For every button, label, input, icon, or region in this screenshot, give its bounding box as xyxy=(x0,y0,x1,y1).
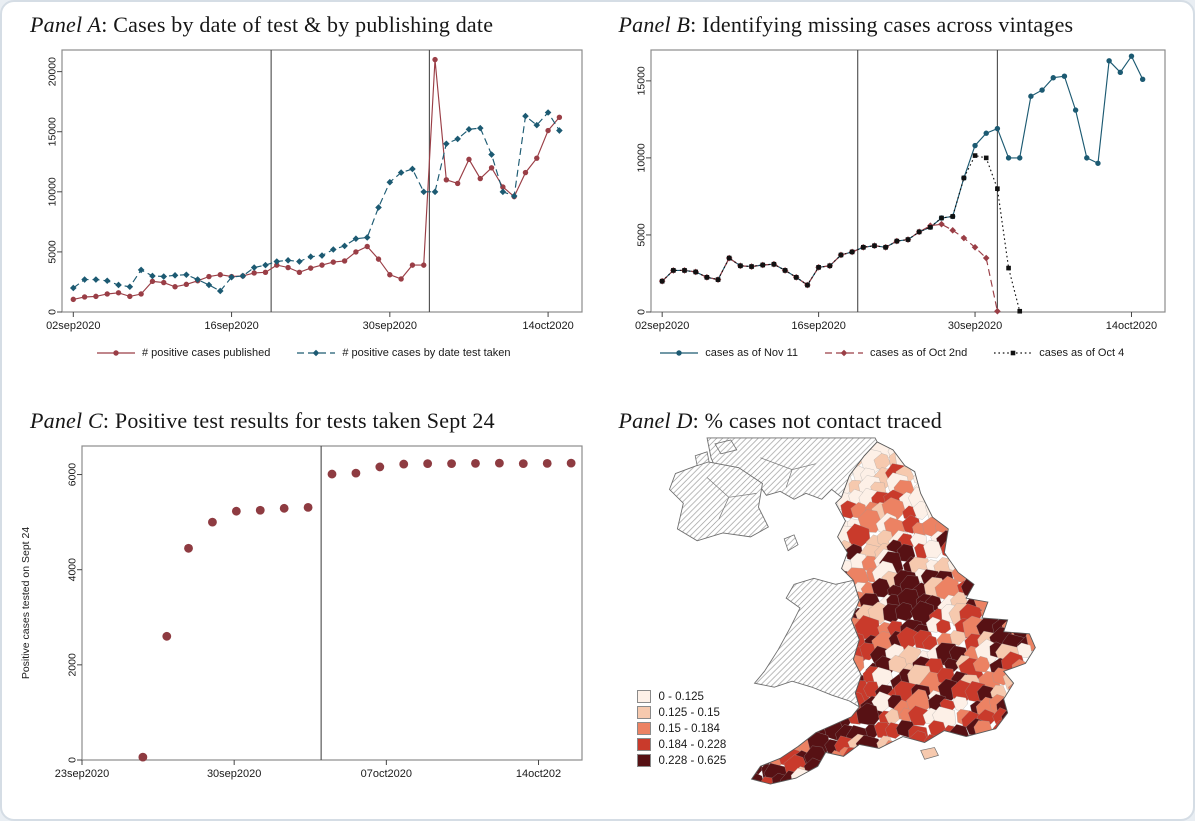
svg-text:10000: 10000 xyxy=(635,143,647,172)
legend-label: cases as of Oct 4 xyxy=(1039,347,1125,359)
map-legend-swatch xyxy=(636,690,651,703)
svg-text:14oct202: 14oct202 xyxy=(516,768,561,780)
legend-item-panel-a-1: # positive cases by date test taken xyxy=(296,347,511,359)
map-legend: 0 - 0.125 0.125 - 0.15 0.15 - 0.184 0.184 -… xyxy=(636,690,727,767)
panel-b-title: Panel B: Identifying missing cases acros… xyxy=(619,12,1184,38)
svg-text:15000: 15000 xyxy=(635,66,647,95)
map-legend-label: 0.125 - 0.15 xyxy=(658,706,720,719)
map-legend-label: 0.184 - 0.228 xyxy=(658,738,727,751)
panel-c-chart-area: 0 2000 4000 6000 23sep2020 30sep2020 07oct2020… xyxy=(16,436,595,793)
legend-key-icon xyxy=(297,349,336,357)
svg-text:4000: 4000 xyxy=(67,558,79,582)
map-legend-label: 0.228 - 0.625 xyxy=(658,754,727,767)
svg-text:30sep2020: 30sep2020 xyxy=(947,320,1001,332)
panel-grid: Panel A: Cases by date of test & by publ… xyxy=(12,6,1183,815)
map-legend-swatch xyxy=(636,706,651,719)
panel-a: Panel A: Cases by date of test & by publ… xyxy=(12,6,595,402)
map-legend-row-3: 0.184 - 0.228 xyxy=(636,738,727,751)
map-legend-row-2: 0.15 - 0.184 xyxy=(636,722,727,735)
legend-label: cases as of Nov 11 xyxy=(705,347,799,359)
panel-d: Panel D: % cases not contact traced 0 - … xyxy=(601,402,1184,808)
panel-c-title-text: : Positive test results for tests taken … xyxy=(102,408,495,433)
svg-text:16sep2020: 16sep2020 xyxy=(791,320,845,332)
panel-c-title: Panel C: Positive test results for tests… xyxy=(30,408,595,434)
panel-b-label: Panel B xyxy=(618,12,691,37)
map-svg xyxy=(668,437,1036,785)
svg-text:15000: 15000 xyxy=(47,117,59,146)
map-legend-row-0: 0 - 0.125 xyxy=(636,690,727,703)
map-legend-row-4: 0.228 - 0.625 xyxy=(636,754,727,767)
svg-text:0: 0 xyxy=(67,757,79,763)
panel-c-svg: 0 2000 4000 6000 23sep2020 30sep2020 07oct2020… xyxy=(20,445,583,780)
svg-text:16sep2020: 16sep2020 xyxy=(204,320,258,332)
panel-a-legend: # positive cases published # positive cas… xyxy=(12,347,595,359)
svg-text:20000: 20000 xyxy=(47,57,59,86)
panel-b-legend: cases as of Nov 11 cases as of Oct 2nd cas… xyxy=(601,347,1184,359)
svg-text:10000: 10000 xyxy=(47,177,59,206)
svg-text:0: 0 xyxy=(635,309,647,315)
panel-d-title: Panel D: % cases not contact traced xyxy=(619,408,1184,434)
svg-text:02sep2020: 02sep2020 xyxy=(46,320,100,332)
svg-text:14oct2020: 14oct2020 xyxy=(522,320,573,332)
panel-d-title-text: : % cases not contact traced xyxy=(692,408,942,433)
legend-key-icon xyxy=(96,350,135,356)
legend-key-icon xyxy=(825,349,864,357)
map-legend-label: 0 - 0.125 xyxy=(658,690,704,703)
legend-label: # positive cases by date test taken xyxy=(342,347,511,359)
panel-a-svg: 0 5000 10000 15000 20000 02sep2020 16sep2020 30… xyxy=(46,49,583,332)
panel-b-title-text: : Identifying missing cases across vinta… xyxy=(690,12,1074,37)
svg-text:02sep2020: 02sep2020 xyxy=(634,320,688,332)
svg-text:2000: 2000 xyxy=(67,653,79,677)
svg-text:0: 0 xyxy=(47,309,59,315)
legend-key-icon xyxy=(660,350,699,356)
england-outline xyxy=(750,441,1036,785)
panel-a-label: Panel A xyxy=(30,12,102,37)
svg-text:5000: 5000 xyxy=(47,240,59,264)
panel-b-chart-area: 0 5000 10000 15000 02sep2020 16sep2020 30sep20… xyxy=(605,40,1184,345)
panel-b: Panel B: Identifying missing cases acros… xyxy=(601,6,1184,402)
panel-a-chart-area: 0 5000 10000 15000 20000 02sep2020 16sep2020 30… xyxy=(16,40,595,345)
svg-text:30sep2020: 30sep2020 xyxy=(207,768,261,780)
svg-text:07oct2020: 07oct2020 xyxy=(361,768,412,780)
panel-d-label: Panel D xyxy=(618,408,693,433)
legend-item-panel-b-2: cases as of Oct 4 xyxy=(993,347,1124,359)
map-legend-row-1: 0.125 - 0.15 xyxy=(636,706,727,719)
legend-item-panel-b-0: cases as of Nov 11 xyxy=(659,347,798,359)
svg-text:5000: 5000 xyxy=(635,223,647,247)
svg-text:14oct2020: 14oct2020 xyxy=(1105,320,1156,332)
map-legend-swatch xyxy=(636,754,651,767)
map-legend-swatch xyxy=(636,738,651,751)
panel-a-title-text: : Cases by date of test & by publishing … xyxy=(101,12,494,37)
panel-c: Panel C: Positive test results for tests… xyxy=(12,402,595,808)
legend-label: # positive cases published xyxy=(141,347,271,359)
legend-label: cases as of Oct 2nd xyxy=(870,347,968,359)
panel-d-map: 0 - 0.125 0.125 - 0.15 0.15 - 0.184 0.184 -… xyxy=(611,436,1184,793)
panel-c-label: Panel C xyxy=(30,408,103,433)
region-northern-ireland-hatched xyxy=(668,461,769,542)
panel-c-ylabel: Positive cases tested on Sept 24 xyxy=(20,527,32,680)
legend-key-icon xyxy=(994,350,1033,356)
map-legend-swatch xyxy=(636,722,651,735)
panel-a-title: Panel A: Cases by date of test & by publ… xyxy=(30,12,595,38)
svg-text:6000: 6000 xyxy=(67,463,79,487)
svg-text:23sep2020: 23sep2020 xyxy=(55,768,109,780)
region-wales-hatched xyxy=(753,577,862,708)
panel-b-svg: 0 5000 10000 15000 02sep2020 16sep2020 30sep20… xyxy=(634,49,1166,332)
legend-item-panel-a-0: # positive cases published xyxy=(96,347,270,359)
map-legend-label: 0.15 - 0.184 xyxy=(658,722,720,735)
svg-text:30sep2020: 30sep2020 xyxy=(363,320,417,332)
legend-item-panel-b-1: cases as of Oct 2nd xyxy=(824,347,967,359)
